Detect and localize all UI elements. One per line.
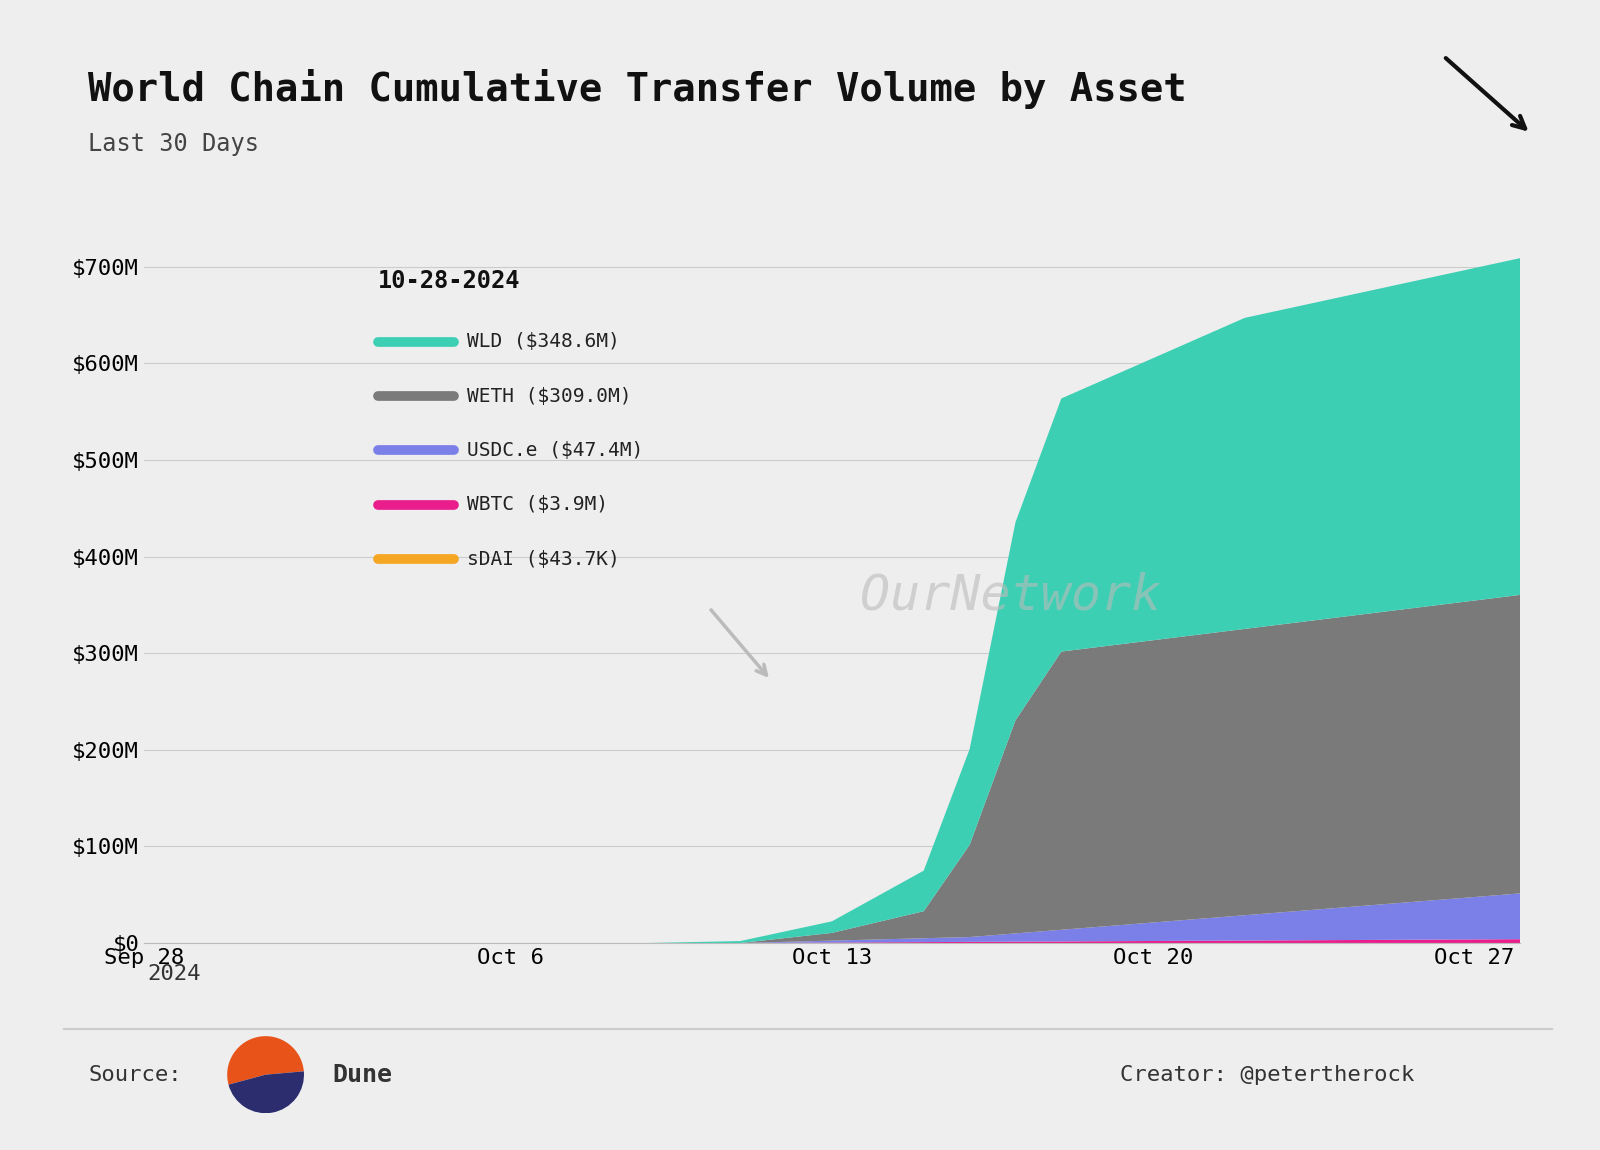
Text: WETH ($309.0M): WETH ($309.0M) <box>467 386 632 406</box>
Wedge shape <box>229 1072 304 1113</box>
Text: Source:: Source: <box>88 1065 182 1086</box>
Text: USDC.e ($47.4M): USDC.e ($47.4M) <box>467 440 643 460</box>
Text: World Chain Cumulative Transfer Volume by Asset: World Chain Cumulative Transfer Volume b… <box>88 69 1187 109</box>
Text: sDAI ($43.7K): sDAI ($43.7K) <box>467 550 621 568</box>
Text: 2024: 2024 <box>147 964 200 983</box>
Text: WLD ($348.6M): WLD ($348.6M) <box>467 332 621 351</box>
Text: 10-28-2024: 10-28-2024 <box>378 269 520 293</box>
FancyArrowPatch shape <box>1446 59 1525 129</box>
Text: Last 30 Days: Last 30 Days <box>88 132 259 156</box>
Text: WBTC ($3.9M): WBTC ($3.9M) <box>467 496 608 514</box>
Text: Dune: Dune <box>333 1064 394 1087</box>
Text: OurNetwork: OurNetwork <box>859 572 1160 619</box>
Text: Creator: @petertherock: Creator: @petertherock <box>1120 1065 1414 1086</box>
Wedge shape <box>227 1036 304 1084</box>
FancyArrowPatch shape <box>710 610 766 675</box>
